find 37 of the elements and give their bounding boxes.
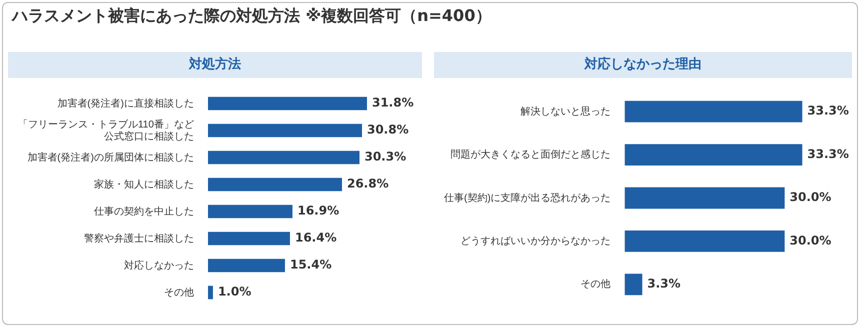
y-tick-label: 家族・知人に相談した bbox=[94, 178, 194, 190]
y-tick-label: どうすればいいか分からなかった bbox=[460, 234, 611, 247]
y-tick-label: 解決しないと思った bbox=[520, 105, 611, 118]
text: ハラスメント被害にあった際の対処方法 ※複数回答可（n=400） bbox=[12, 6, 492, 27]
chart-title: 対応しなかった理由 bbox=[434, 52, 852, 78]
data-label: 30.0% bbox=[790, 190, 832, 204]
bar bbox=[208, 124, 362, 138]
bar bbox=[208, 286, 213, 300]
data-label: 26.8% bbox=[346, 176, 389, 191]
y-tick-label: 加害者(発注者)に直接相談した bbox=[57, 97, 194, 110]
data-label: 30.3% bbox=[364, 150, 406, 164]
y-tick-label: 対応しなかった bbox=[124, 259, 194, 272]
y-tick-label: 問題が大きくなると面倒だと感じた bbox=[450, 148, 611, 161]
bar bbox=[208, 258, 285, 272]
data-label: 16.4% bbox=[294, 230, 337, 245]
y-tick-label: 仕事(契約)に支障が出る恐れがあった bbox=[444, 192, 611, 204]
y-tick-label: 加害者(発注者)の所属団体に相談した bbox=[27, 151, 194, 164]
data-label: 30.8% bbox=[366, 122, 409, 137]
data-label: 33.3% bbox=[807, 146, 849, 161]
chart-title: 対処方法 bbox=[8, 52, 422, 78]
y-tick-label: その他 bbox=[580, 278, 611, 290]
bar bbox=[208, 178, 342, 192]
y-tick-label: 警察や弁護士に相談した bbox=[84, 232, 194, 244]
bar bbox=[208, 96, 367, 110]
bar bbox=[208, 204, 292, 218]
data-label: 3.3% bbox=[647, 276, 681, 291]
y-tick-label: その他 bbox=[164, 286, 194, 298]
y-tick-label: 仕事の契約を中止した bbox=[94, 205, 194, 218]
data-label: 30.0% bbox=[790, 233, 832, 248]
y-tick-label: 「フリーランス・トラブル110番」など公式窓口に相談した bbox=[18, 118, 194, 142]
data-label: 16.9% bbox=[297, 204, 340, 218]
bar bbox=[208, 150, 360, 164]
data-label: 15.4% bbox=[290, 258, 332, 272]
data-label: 31.8% bbox=[372, 96, 414, 110]
bar bbox=[208, 232, 290, 246]
data-label: 33.3% bbox=[807, 104, 849, 118]
data-label: 1.0% bbox=[218, 284, 252, 299]
